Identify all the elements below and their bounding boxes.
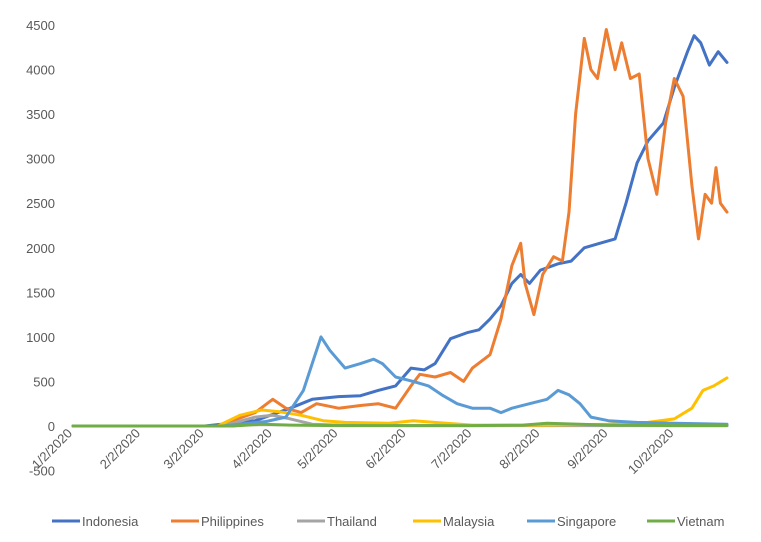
series-line-vietnam bbox=[71, 421, 729, 428]
y-tick-label: 3500 bbox=[26, 107, 55, 122]
y-axis: -500 0 500 1000 1500 2000 2500 3000 3500 4000 4500 bbox=[26, 18, 55, 479]
legend-item-indonesia: Indonesia bbox=[52, 514, 139, 529]
x-tick-label: 5/2/2020 bbox=[294, 426, 340, 472]
legend-item-malaysia: Malaysia bbox=[413, 514, 495, 529]
series-line-indonesia bbox=[71, 34, 729, 428]
legend-label: Indonesia bbox=[82, 514, 139, 529]
legend-label: Singapore bbox=[557, 514, 616, 529]
x-tick-label: 3/2/2020 bbox=[160, 426, 206, 472]
y-tick-label: 2000 bbox=[26, 241, 55, 256]
y-tick-label: -500 bbox=[29, 464, 55, 479]
x-tick-label: 4/2/2020 bbox=[228, 426, 274, 472]
x-tick-label: 10/2/2020 bbox=[625, 426, 677, 478]
x-axis: 1/2/2020 2/2/2020 3/2/2020 4/2/2020 5/2/2020… bbox=[29, 425, 727, 478]
series-line-philippines bbox=[71, 28, 729, 428]
legend: Indonesia Philippines Thailand Malaysia Sing… bbox=[52, 514, 724, 529]
y-tick-label: 2500 bbox=[26, 196, 55, 211]
legend-item-singapore: Singapore bbox=[527, 514, 616, 529]
y-tick-label: 1500 bbox=[26, 285, 55, 300]
y-tick-label: 3000 bbox=[26, 152, 55, 167]
series-line-malaysia bbox=[71, 376, 729, 428]
legend-item-philippines: Philippines bbox=[171, 514, 264, 529]
y-tick-label: 0 bbox=[48, 419, 55, 434]
x-tick-label: 9/2/2020 bbox=[564, 426, 610, 472]
legend-label: Thailand bbox=[327, 514, 377, 529]
legend-label: Vietnam bbox=[677, 514, 724, 529]
legend-item-vietnam: Vietnam bbox=[647, 514, 724, 529]
y-tick-label: 500 bbox=[33, 374, 55, 389]
x-tick-label: 8/2/2020 bbox=[496, 426, 542, 472]
series-line-singapore bbox=[71, 335, 729, 428]
plot-area bbox=[71, 28, 729, 428]
y-tick-label: 4500 bbox=[26, 18, 55, 33]
x-tick-label: 6/2/2020 bbox=[362, 426, 408, 472]
x-tick-label: 2/2/2020 bbox=[97, 426, 143, 472]
y-tick-label: 1000 bbox=[26, 330, 55, 345]
legend-label: Philippines bbox=[201, 514, 264, 529]
y-tick-label: 4000 bbox=[26, 63, 55, 78]
legend-label: Malaysia bbox=[443, 514, 495, 529]
x-tick-label: 7/2/2020 bbox=[428, 426, 474, 472]
legend-item-thailand: Thailand bbox=[297, 514, 377, 529]
